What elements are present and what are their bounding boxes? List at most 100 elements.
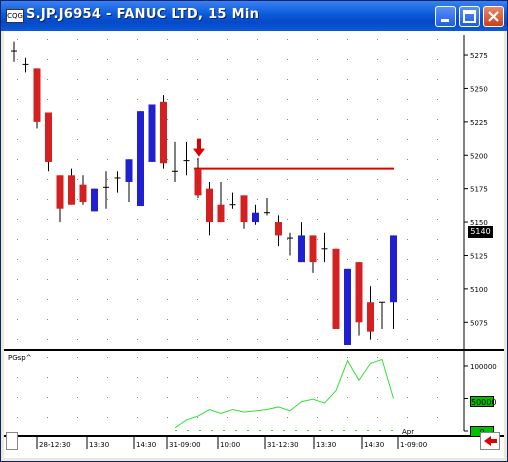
grid-dot [77,397,78,398]
grid-dot [227,199,228,200]
grid-dot [107,417,108,418]
grid-dot [77,377,78,378]
candle-body [56,175,64,209]
indicator-baseline-dash [331,430,333,431]
grid-dot [377,417,378,418]
indicator-baseline-dash [295,430,297,431]
grid-dot [47,357,48,358]
grid-dot [137,377,138,378]
grid-dot [137,299,138,300]
grid-dot [107,339,108,340]
grid-dot [197,59,198,60]
price-chart[interactable]: 5275 5250 5225 5200 5175 5150 5125 5100 5075 1000… [4,31,504,458]
grid-dot [287,417,288,418]
grid-dot [257,99,258,100]
grid-dot [257,319,258,320]
grid-dot [407,279,408,280]
grid-dot [347,79,348,80]
candle-body [137,111,144,207]
maximize-button[interactable] [459,6,480,27]
grid-dot [227,99,228,100]
y-tick-label: 5125 [470,252,488,260]
grid-dot [317,199,318,200]
grid-dot [377,59,378,60]
scroll-left-button[interactable] [6,432,18,450]
grid-dot [77,219,78,220]
grid-dot [137,59,138,60]
grid-dot [347,357,348,358]
grid-dot [257,159,258,160]
grid-dot [137,319,138,320]
grid-dot [257,139,258,140]
grid-dot [167,179,168,180]
grid-dot [47,299,48,300]
grid-dot [17,159,18,160]
grid-dot [137,339,138,340]
grid-dot [17,99,18,100]
grid-dot [287,179,288,180]
grid-dot [167,259,168,260]
grid-dot [377,119,378,120]
grid-dot [377,99,378,100]
grid-dot [347,59,348,60]
grid-dot [227,299,228,300]
chart-area[interactable]: 5275 5250 5225 5200 5175 5150 5125 5100 5075 1000… [4,31,504,458]
indicator-baseline-dash [367,430,369,431]
y-tick-label: 5225 [470,119,488,127]
grid-dot [227,279,228,280]
grid-dot [47,397,48,398]
grid-dot [287,377,288,378]
indicator-baseline-dash [247,430,249,431]
grid-dot [437,319,438,320]
grid-dot [47,179,48,180]
chart-app-icon[interactable]: CQG [6,9,24,23]
grid-dot [407,179,408,180]
grid-dot [437,339,438,340]
candle-body [79,184,87,203]
grid-dot [377,159,378,160]
grid-dot [167,397,168,398]
grid-dot [17,397,18,398]
close-button[interactable] [483,6,504,27]
red-left-arrow-icon [484,436,497,446]
title-bar[interactable]: CQG S.JP.J6954 - FANUC LTD, 15 Min [1,1,507,31]
grid-dot [17,139,18,140]
grid-dot [347,239,348,240]
minimize-button[interactable] [435,6,456,27]
indicator-baseline-dash [223,430,225,431]
grid-dot [197,279,198,280]
grid-dot [437,219,438,220]
grid-dot [407,159,408,160]
grid-dot [407,299,408,300]
grid-dot [107,319,108,320]
grid-dot [227,339,228,340]
grid-dot [377,219,378,220]
grid-dot [77,339,78,340]
indicator-baseline-dash [379,430,381,431]
grid-dot [167,39,168,40]
grid-dot [167,159,168,160]
grid-dot [347,199,348,200]
grid-dot [437,299,438,300]
grid-dot [17,59,18,60]
grid-dot [107,259,108,260]
indicator-baseline-dash [283,430,285,431]
grid-dot [137,99,138,100]
signal-arrow-icon [193,138,205,157]
grid-dot [317,357,318,358]
grid-dot [407,219,408,220]
candle-body [160,101,167,164]
grid-dot [407,139,408,140]
grid-dot [287,339,288,340]
grid-dot [317,159,318,160]
scroll-right-arrow-button[interactable] [480,432,500,450]
grid-dot [17,259,18,260]
grid-dot [257,357,258,358]
y-tick-label: 5250 [470,85,488,93]
grid-dot [407,417,408,418]
grid-dot [287,357,288,358]
grid-dot [227,397,228,398]
grid-dot [407,319,408,320]
grid-dot [167,219,168,220]
grid-dot [347,139,348,140]
